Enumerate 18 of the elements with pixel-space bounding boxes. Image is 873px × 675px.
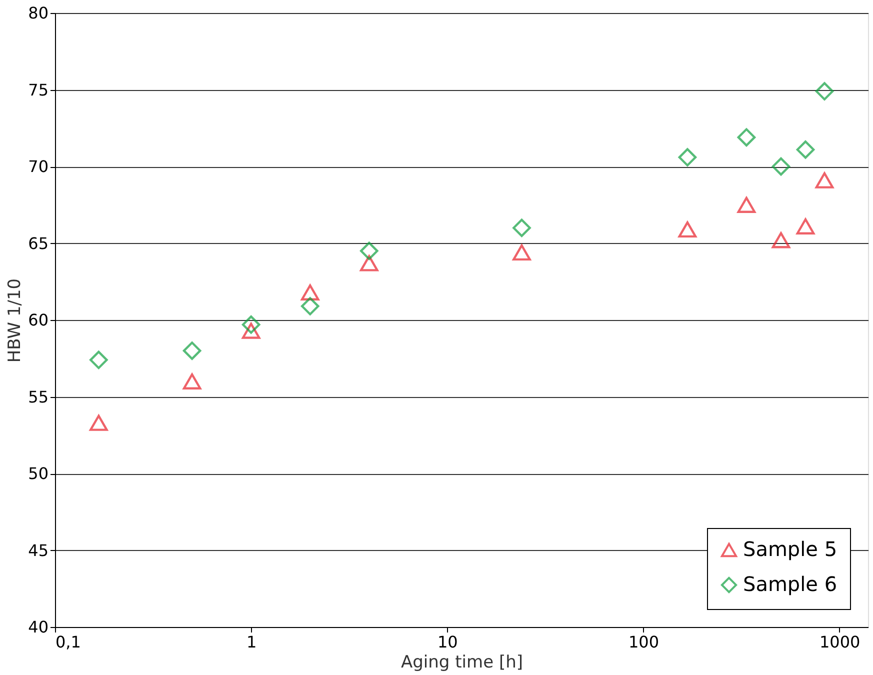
y-tick-label: 45	[28, 540, 48, 560]
legend-label: Sample 6	[743, 572, 838, 596]
y-tick-label: 75	[28, 80, 48, 100]
x-tick-label: 10	[437, 632, 458, 652]
y-tick-label: 55	[28, 387, 48, 406]
y-tick-label: 70	[28, 157, 48, 176]
y-axis-title: HBW 1/10	[5, 278, 26, 363]
y-tick-label: 50	[28, 464, 48, 483]
legend-label: Sample 5	[743, 537, 838, 561]
x-tick-label: 1000	[819, 632, 860, 652]
y-tick-label: 65	[28, 234, 48, 253]
x-tick-label: 100	[628, 632, 660, 652]
y-tick-label: 80	[28, 4, 48, 22]
x-tick-label: 0,1	[56, 632, 81, 652]
x-tick-label: 1	[246, 632, 257, 652]
y-tick-label: 40	[28, 618, 48, 636]
y-tick-label: 60	[28, 310, 48, 330]
x-axis-title: Aging time [h]	[401, 652, 523, 672]
